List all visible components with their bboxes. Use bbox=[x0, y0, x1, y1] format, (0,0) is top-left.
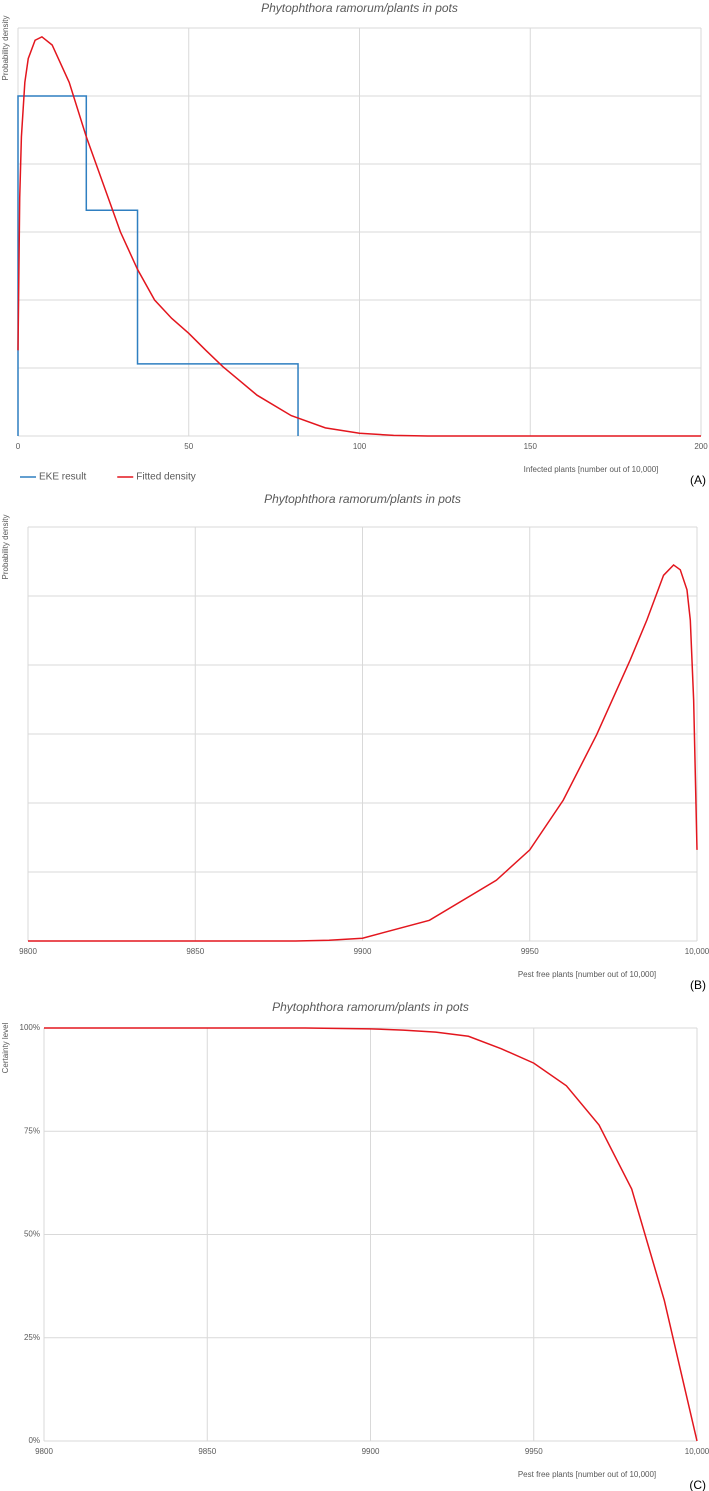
legend-label: EKE result bbox=[39, 472, 86, 483]
y-axis-label: Certainty level bbox=[1, 1022, 10, 1073]
legend-label: Fitted density bbox=[136, 472, 195, 483]
x-tick-label: 9950 bbox=[521, 947, 539, 956]
x-tick-label: 9850 bbox=[186, 947, 204, 956]
x-tick-label: 10,000 bbox=[685, 947, 709, 956]
x-tick-label: 9900 bbox=[354, 947, 372, 956]
x-tick-label: 9950 bbox=[525, 1447, 543, 1456]
y-tick-label: 100% bbox=[20, 1023, 40, 1032]
x-tick-label: 150 bbox=[524, 442, 538, 451]
x-tick-label: 50 bbox=[184, 442, 193, 451]
x-tick-label: 9850 bbox=[198, 1447, 216, 1456]
y-axis-label: Probability density bbox=[1, 16, 10, 81]
x-tick-label: 9800 bbox=[35, 1447, 53, 1456]
chart-title: Phytophthora ramorum/plants in pots bbox=[272, 1000, 469, 1014]
y-axis-label: Probability density bbox=[1, 515, 10, 580]
panel-label: (B) bbox=[690, 978, 706, 992]
x-tick-label: 0 bbox=[16, 442, 21, 451]
x-axis-label: Pest free plants [number out of 10,000] bbox=[518, 1470, 656, 1479]
data-line bbox=[28, 563, 698, 942]
chart-title: Phytophthora ramorum/plants in pots bbox=[261, 1, 458, 15]
panel-label: (C) bbox=[689, 1478, 706, 1491]
data-line bbox=[44, 1027, 698, 1442]
y-tick-label: 25% bbox=[24, 1333, 40, 1342]
x-tick-label: 9800 bbox=[19, 947, 37, 956]
x-tick-label: 200 bbox=[694, 442, 708, 451]
x-axis-label: Infected plants [number out of 10,000] bbox=[524, 465, 659, 474]
y-tick-label: 50% bbox=[24, 1230, 40, 1239]
x-tick-label: 10,000 bbox=[685, 1447, 709, 1456]
x-tick-label: 9900 bbox=[362, 1447, 380, 1456]
data-line bbox=[17, 35, 701, 437]
panel-label: (A) bbox=[690, 473, 706, 487]
x-tick-label: 100 bbox=[353, 442, 367, 451]
x-axis-label: Pest free plants [number out of 10,000] bbox=[518, 970, 656, 979]
data-line bbox=[17, 95, 299, 436]
y-tick-label: 75% bbox=[24, 1126, 40, 1135]
chart-title: Phytophthora ramorum/plants in pots bbox=[264, 492, 461, 506]
y-tick-label: 0% bbox=[28, 1436, 40, 1445]
